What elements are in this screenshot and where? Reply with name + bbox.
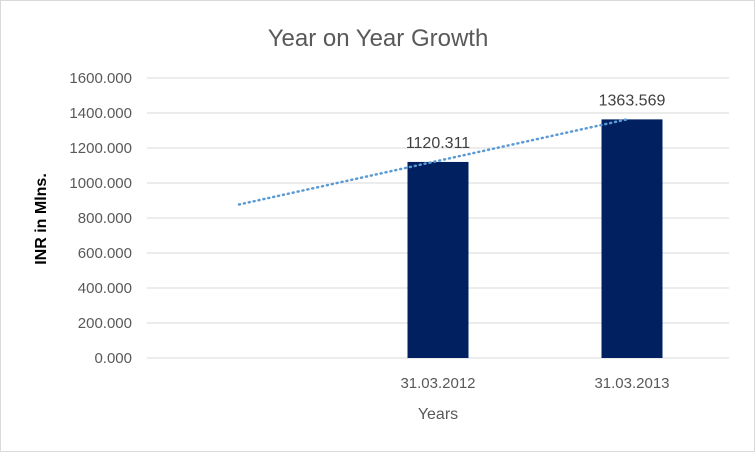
y-tick-label: 1000.000	[69, 175, 132, 192]
bar	[601, 119, 663, 358]
x-tick-label: 31.03.2013	[594, 375, 669, 392]
y-axis-title: INR in Mlns.	[33, 173, 50, 265]
y-tick-label: 400.000	[78, 280, 132, 297]
x-axis-title: Years	[418, 406, 458, 423]
bars	[407, 119, 663, 358]
x-axis-categories: 31.03.2012 31.03.2013	[400, 375, 669, 392]
y-tick-label: 200.000	[78, 315, 132, 332]
x-tick-label: 31.03.2012	[400, 375, 475, 392]
trendline-group	[237, 118, 629, 206]
data-label: 1363.569	[599, 92, 666, 109]
y-tick-label: 1400.000	[69, 105, 132, 122]
y-tick-label: 0.000	[94, 350, 132, 367]
y-tick-label: 1600.000	[69, 70, 132, 87]
trendline	[237, 118, 629, 206]
y-axis-ticks: 0.000 200.000 400.000 600.000 800.000 1000.00…	[69, 70, 132, 367]
data-labels: 1120.311 1363.569	[406, 92, 666, 152]
y-tick-label: 600.000	[78, 245, 132, 262]
bar	[407, 161, 469, 358]
y-tick-label: 800.000	[78, 210, 132, 227]
y-tick-label: 1200.000	[69, 140, 132, 157]
chart-title: Year on Year Growth	[268, 25, 489, 52]
data-label: 1120.311	[406, 135, 470, 152]
